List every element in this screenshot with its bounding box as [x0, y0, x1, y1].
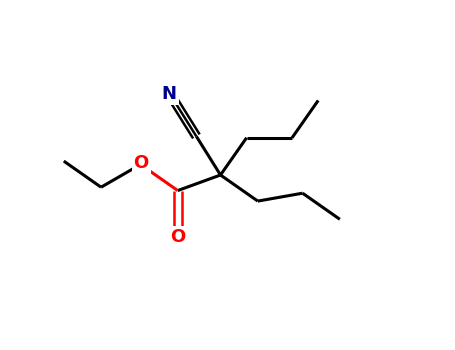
Text: O: O: [134, 154, 149, 172]
Text: O: O: [170, 228, 185, 246]
Text: N: N: [162, 85, 177, 103]
